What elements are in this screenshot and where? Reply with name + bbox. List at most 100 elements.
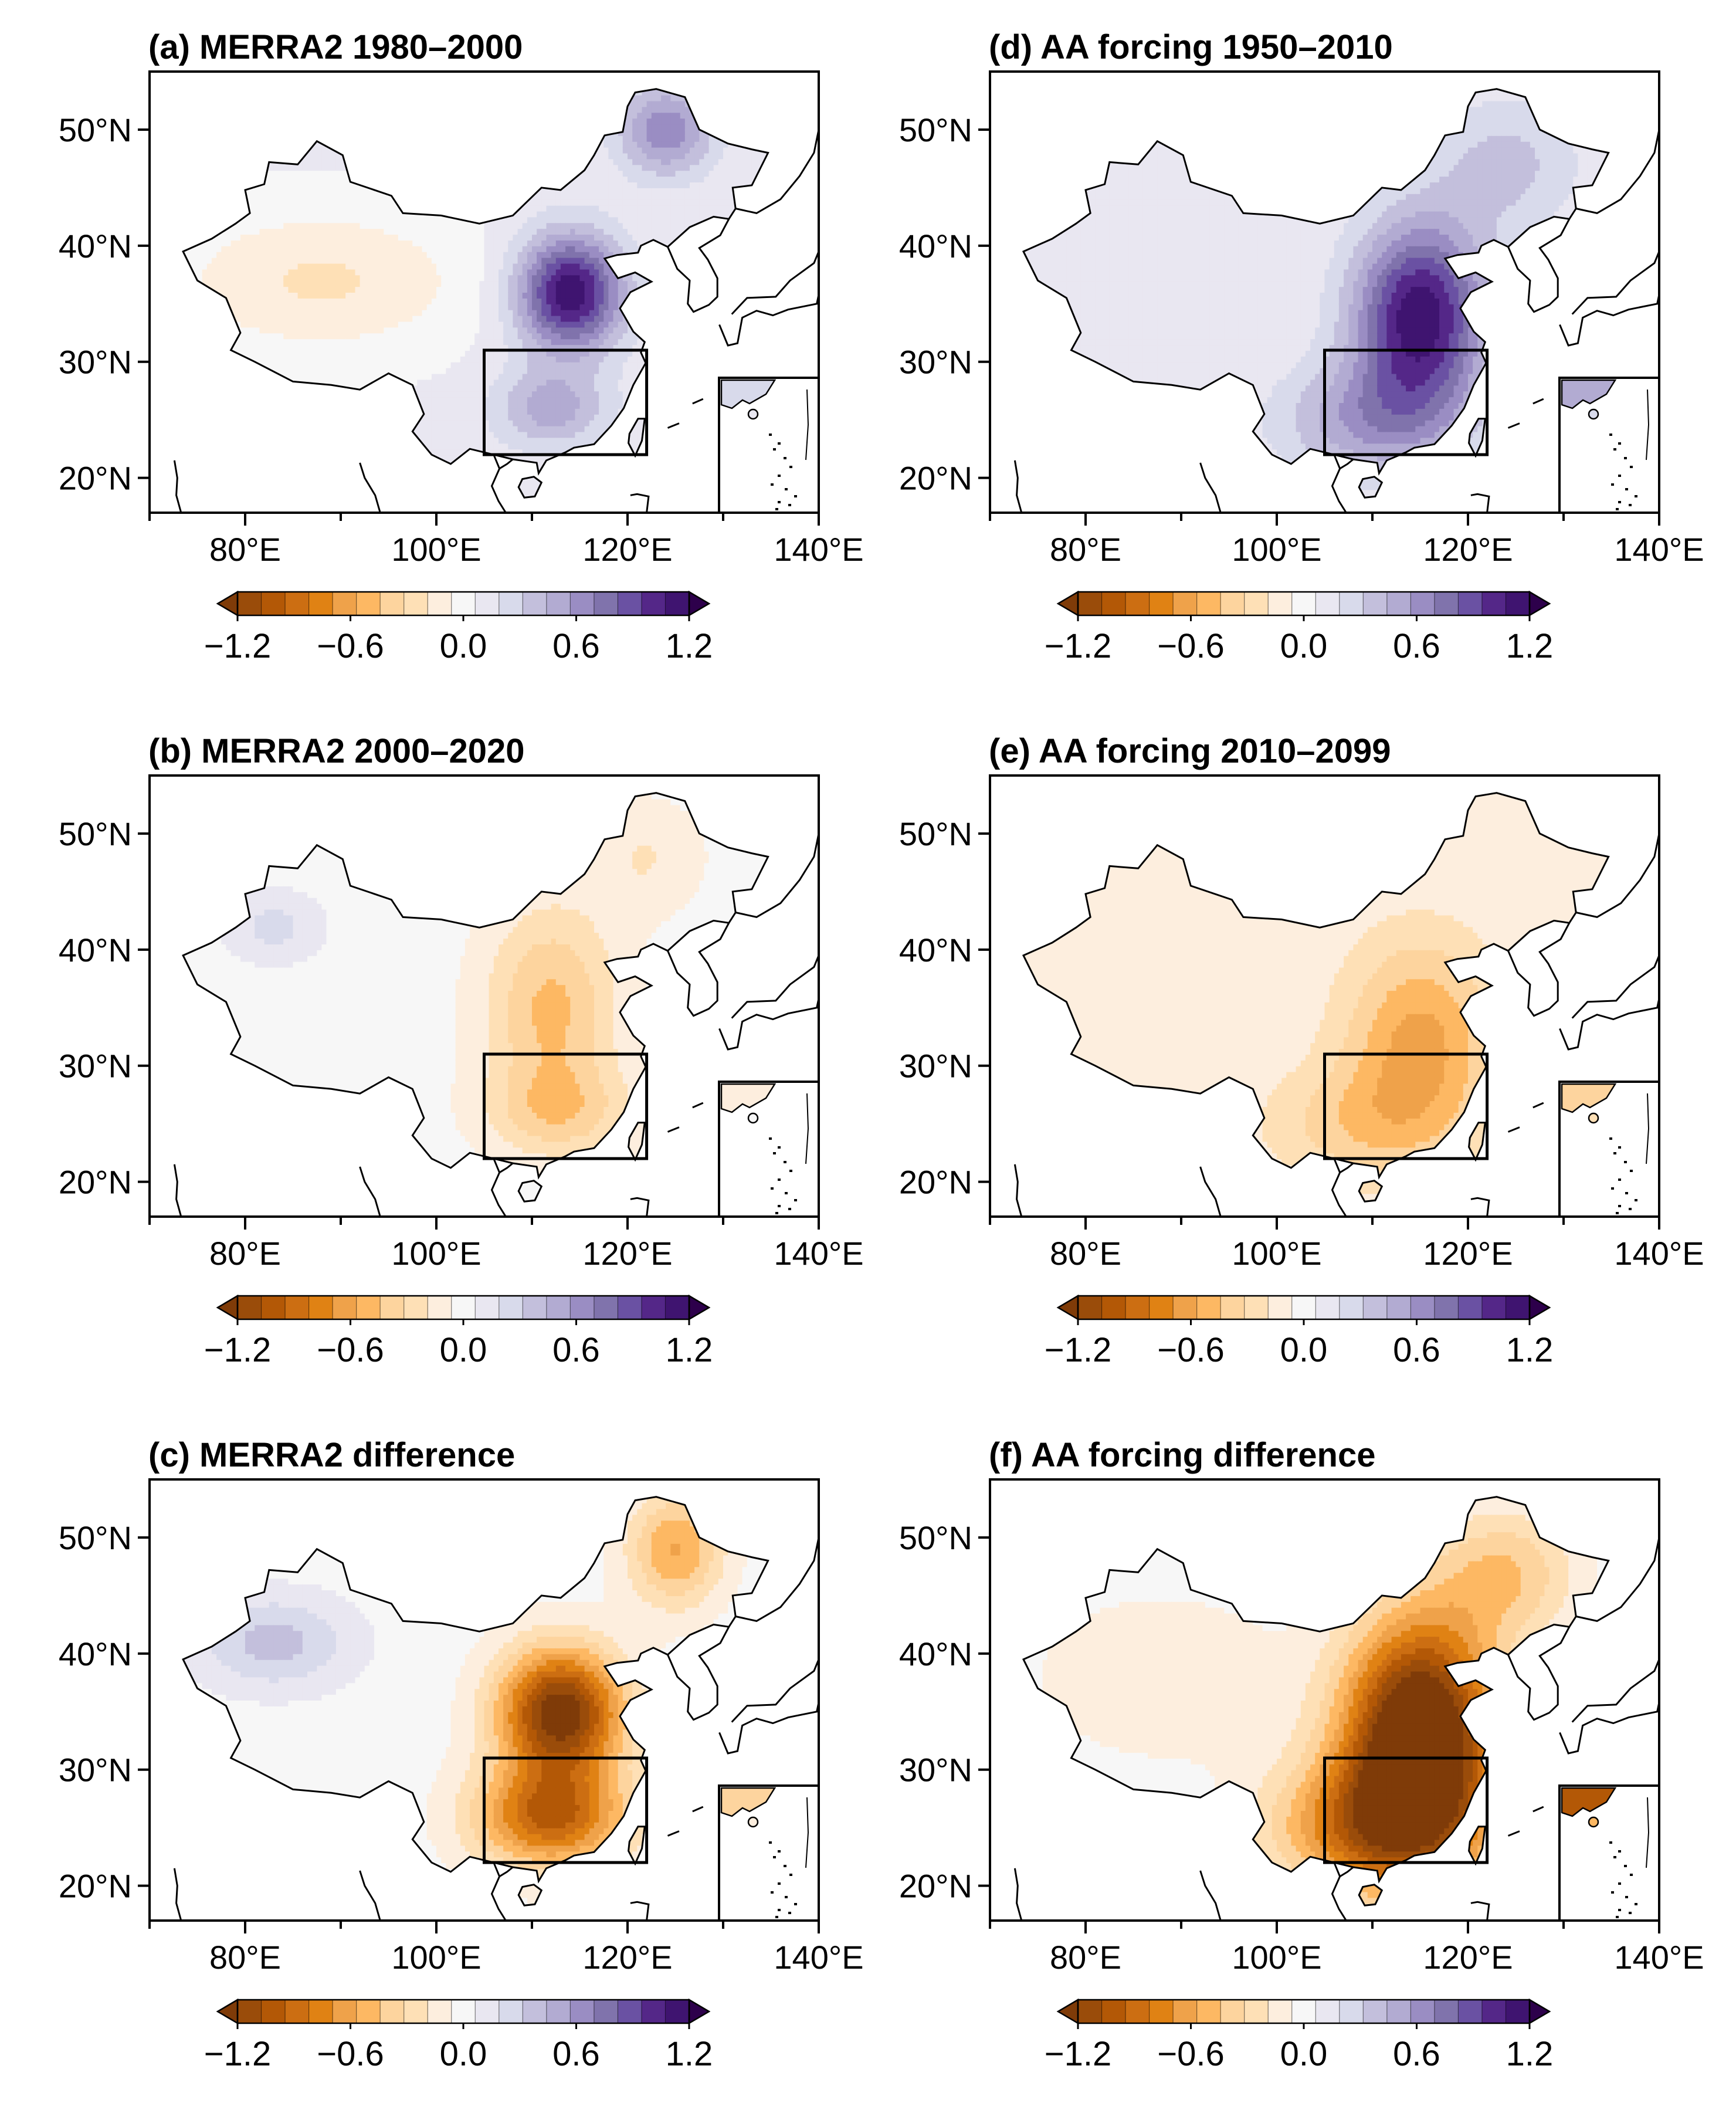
coastline [1470,493,1490,513]
lat-tick-label: 20°N [59,460,132,497]
inset-island [775,508,778,510]
inset-island [771,483,774,486]
colorbar-swatch [1101,1296,1126,1319]
colorbar-swatch [1506,592,1530,615]
lat-tick-label: 20°N [899,1164,972,1201]
colorbar-swatch [475,2000,500,2023]
inset-island [1618,475,1621,477]
region-box [1323,1052,1489,1160]
inset-island [1611,483,1614,486]
lon-tick-label: 140°E [1614,531,1704,568]
coastline [499,1162,514,1174]
colorbar-swatch [356,592,381,615]
inset-island [785,488,788,490]
colorbar-extend-high [688,1294,711,1321]
colorbar-swatch [570,1296,595,1319]
colorbar-swatch [1244,2000,1269,2023]
colorbar-swatch [1410,592,1435,615]
coastline [1532,1806,1544,1813]
colorbar-swatch [261,1296,286,1319]
coastline [630,493,650,513]
colorbar-swatch [1291,2000,1316,2023]
coastline [1532,1102,1544,1109]
inset-island [788,1208,791,1210]
inset-island [778,1146,781,1149]
coastline [1331,1158,1348,1217]
region-box [1323,1756,1489,1864]
inset-island [1618,1179,1621,1181]
colorbar-swatch [1078,2000,1103,2023]
colorbar-swatch [1268,2000,1293,2023]
lat-tick-label: 40°N [59,1635,132,1672]
south-china-sea-inset [1558,1081,1660,1218]
inset-hainan [1588,1112,1599,1124]
inset-island [1618,501,1621,503]
colorbar-tick-label: −1.2 [204,1331,272,1369]
lon-tick-label: 80°E [1050,1939,1121,1976]
panel-title: (f) AA forcing difference [989,1436,1376,1474]
inset-island [1613,448,1616,451]
colorbar-tick-label: 0.6 [552,2035,600,2073]
colorbar-swatch [1458,592,1483,615]
panel-title: (e) AA forcing 2010–2099 [989,732,1391,770]
inset-coast [1561,1787,1617,1817]
lat-tick-label: 20°N [59,1164,132,1201]
coastline [359,1870,381,1921]
coastline [718,998,819,1051]
inset-island [771,1187,774,1190]
colorbar-swatch [238,1296,262,1319]
coastline [692,398,704,405]
lon-tick-label: 120°E [1423,531,1513,568]
inset-island [785,1896,788,1898]
coastlines [1013,88,1659,513]
coastlines [173,792,819,1217]
inset-island [773,1152,776,1154]
china-border [182,88,769,476]
coastline [359,1166,381,1217]
colorbar-swatch [1291,1296,1316,1319]
colorbar-tick-label: 0.6 [1393,1331,1440,1369]
colorbar-extend-high [688,1998,711,2025]
coastline [1559,1702,1659,1755]
inset-hainan [747,1816,759,1828]
inset-coast [720,1787,777,1817]
colorbar-swatch [1149,2000,1174,2023]
lat-tick-label: 30°N [899,1752,972,1789]
colorbar-swatch [1339,1296,1364,1319]
colorbar-swatch [1315,2000,1340,2023]
colorbar-swatch [523,592,547,615]
south-china-sea-inset [718,1081,820,1218]
inset-island [784,1161,786,1163]
colorbar-swatch [1196,592,1221,615]
colorbar-tick-label: −0.6 [1157,2035,1225,2073]
inset-island [1616,508,1619,510]
colorbar-swatch [475,592,500,615]
inset-island [1635,1199,1637,1201]
inset-coast-east [1646,1093,1650,1164]
coastline [630,1197,650,1217]
coastline [1571,955,1659,1019]
colorbar-swatch [1481,1296,1507,1319]
colorbar-swatch [1101,2000,1126,2023]
inset-island [775,1916,778,1918]
inset-island [1609,1137,1612,1140]
colorbar-swatch [1339,592,1364,615]
colorbar-tick-label: 0.0 [440,2035,487,2073]
colorbar-swatch [1506,2000,1530,2023]
coastline [1507,218,1571,313]
inset-island [784,457,786,459]
colorbar-swatch [546,1296,571,1319]
inset-island [1618,1882,1621,1885]
colorbar-swatch [475,1296,500,1319]
coastline [1199,1870,1222,1921]
colorbar-swatch [404,1296,428,1319]
inset-island [769,434,772,436]
lon-tick-label: 80°E [1050,1235,1121,1272]
coastline [1507,922,1571,1017]
coastline [1507,1830,1520,1837]
inset-coast [1561,1083,1617,1113]
lat-tick-label: 30°N [59,1752,132,1789]
inset-island [1625,1896,1628,1898]
inset-coast-east [805,1093,809,1164]
colorbar-swatch [333,592,357,615]
